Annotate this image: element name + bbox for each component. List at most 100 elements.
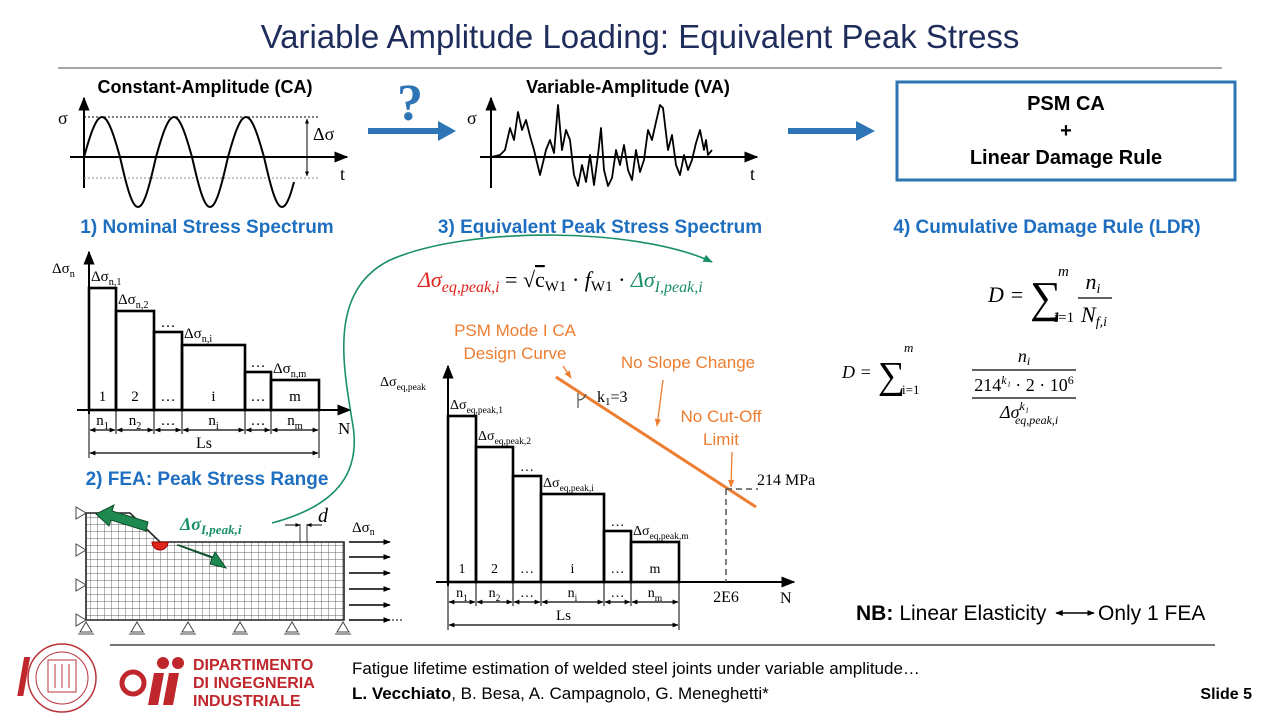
result-line-2: + (1060, 120, 1072, 142)
pin-support-icon (233, 621, 247, 633)
block-index: m (650, 562, 661, 577)
f2-denominator-bottom: Δσk₁ eq,peak,i (999, 399, 1058, 427)
dii-logo (17, 657, 184, 705)
equivalent-peak-stress-spectrum: Δσeq,peak N Δσeq,peak,1 1 n1 Δσeq,peak,2 2 n2 … …… (380, 364, 796, 630)
block-count-label: … (161, 413, 176, 429)
block-count-label: ni (568, 586, 578, 604)
nb-note: NB: Linear Elasticity Only 1 FEA (856, 602, 1205, 625)
block-index: i (211, 389, 215, 405)
section-4-heading: 4) Cumulative Damage Rule (LDR) (893, 217, 1200, 238)
slide-title: Variable Amplitude Loading: Equivalent P… (261, 18, 1020, 55)
f1-denominator: Nf,i (1080, 302, 1107, 330)
block-level-label: Δσeq,peak,i (543, 476, 594, 494)
block-level-label: Δσn,m (273, 361, 306, 380)
eq-equals: = (500, 267, 523, 292)
department-name: DIPARTIMENTO DI INGEGNERIA INDUSTRIALE (193, 657, 315, 710)
psm-design-curve (555, 375, 757, 509)
roller-support-icon (75, 578, 87, 592)
design-curve-pointer (562, 365, 572, 379)
spectrum-block (269, 378, 321, 412)
f1-lower: i=1 (1054, 310, 1074, 326)
block-index: i (571, 562, 575, 577)
no-cutoff-pointer (728, 451, 735, 488)
eq-lhs: Δσ (417, 267, 443, 292)
block-count-label: nm (648, 586, 663, 604)
block-count-label: … (251, 413, 266, 429)
block-count-label: n1 (456, 586, 468, 604)
pin-support-icon (181, 621, 195, 633)
block-level-label: Δσn,i (184, 326, 212, 345)
block-level-label: … (251, 355, 266, 371)
no-slope-change-pointer (654, 379, 664, 427)
spectrum-block (446, 414, 478, 584)
block-count-label: … (520, 586, 534, 601)
peak-stress-arrows (95, 504, 228, 569)
design-curve-label-1: PSM Mode I CA (454, 321, 577, 340)
result-box: PSM CA + Linear Damage Rule (895, 80, 1237, 182)
f2-lower: i=1 (902, 382, 919, 397)
slope-label: k1=3 (597, 389, 628, 408)
va-title: Variable-Amplitude (VA) (526, 77, 730, 97)
block-level-label: … (161, 315, 176, 331)
eq-fw-sub: W1 (591, 279, 613, 295)
ca-plot: Constant-Amplitude (CA) Δσ σ t (58, 77, 349, 209)
block-index: … (161, 389, 176, 405)
slope-angle-icon (577, 393, 587, 408)
fea-load-label: Δσn (352, 520, 375, 538)
total-length-label: Ls (556, 608, 571, 624)
design-curve-annotations: k1=3 PSM Mode I CA Design Curve No Slope… (454, 321, 815, 606)
damage-formula-1: D = ∑ m i=1 ni Nf,i (987, 264, 1112, 330)
fea-model: ΔσI,peak,i d Δσn (75, 504, 402, 635)
block-count-label: n2 (129, 413, 142, 432)
block-level-label: Δσeq,peak,2 (478, 429, 531, 447)
d-label: d (318, 505, 329, 527)
slide-number: Slide 5 (1200, 686, 1252, 703)
f2-sum-icon: ∑ (878, 355, 905, 397)
total-length-label: Ls (196, 435, 212, 452)
ca-t-label: t (340, 164, 345, 184)
block-count-label: … (611, 586, 625, 601)
eq-cw: c (535, 267, 545, 292)
f2-upper: m (904, 340, 913, 355)
block-level-label: … (520, 460, 534, 475)
fea-peak-stress-label: ΔσI,peak,i (179, 514, 242, 537)
pin-support-icon (336, 621, 350, 633)
dept-line-1: DIPARTIMENTO (193, 657, 313, 674)
ca-sigma-label: σ (58, 108, 68, 128)
roller-support-icon (75, 613, 87, 627)
block-count-label: n2 (489, 586, 501, 604)
fea-to-equation-connector (271, 234, 713, 524)
eq-sqrt: √ (523, 267, 536, 292)
university-seal-logo (27, 643, 97, 713)
dept-line-3: INDUSTRIALE (193, 693, 301, 710)
design-curve-label-2: Design Curve (464, 344, 567, 363)
nominal-stress-spectrum: Δσn N Δσn,1 1 n1 Δσn,2 2 n2 … … … Δσn,i i ni … … … Δσn,m m… (52, 250, 352, 458)
block-level-label: Δσn,1 (91, 269, 121, 288)
eq-dot-2: · (613, 267, 631, 292)
arrow-va-to-result (788, 121, 875, 141)
x-axis-label: N (338, 419, 350, 438)
block-index: … (520, 562, 534, 577)
block-index: … (251, 389, 266, 405)
eq-fw: f (585, 267, 594, 292)
applied-load-arrows (349, 539, 402, 623)
block-count-label: nm (287, 413, 303, 432)
question-mark: ? (397, 75, 423, 132)
pin-support-icon (79, 621, 93, 633)
block-level-label: Δσeq,peak,1 (450, 398, 503, 416)
nb-right: Only 1 FEA (1098, 602, 1205, 625)
va-signal (490, 104, 713, 187)
x-axis-label: N (780, 590, 792, 607)
boundary-supports (75, 506, 351, 635)
equivalent-peak-stress-equation: Δσeq,peak,i = √cW1 · fW1 · ΔσI,peak,i (417, 267, 703, 296)
block-index: m (289, 389, 301, 405)
block-level-label: Δσeq,peak,m (633, 524, 689, 542)
dept-line-2: DI INGEGNERIA (193, 675, 315, 692)
paper-title: Fatigue lifetime estimation of welded st… (352, 659, 920, 678)
f1-numerator: ni (1086, 269, 1101, 297)
f2-lhs: D = (841, 362, 872, 382)
block-count-label: ni (208, 413, 219, 432)
stress-ref-label: 214 MPa (757, 472, 815, 489)
no-cutoff-label-2: Limit (703, 430, 739, 449)
y-axis-label: Δσeq,peak (380, 375, 426, 393)
